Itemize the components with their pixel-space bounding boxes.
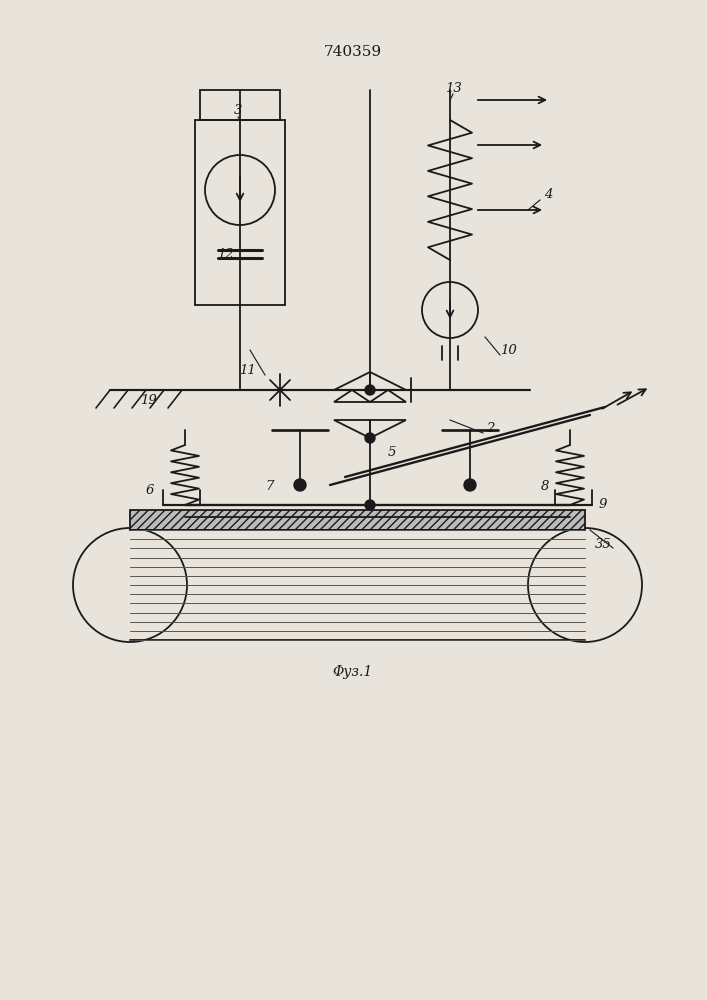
Text: 13: 13	[445, 82, 462, 95]
Circle shape	[365, 433, 375, 443]
Text: 12: 12	[216, 248, 233, 261]
Text: 5: 5	[388, 446, 396, 458]
Text: 740359: 740359	[324, 45, 382, 59]
Text: 7: 7	[266, 481, 274, 493]
Text: Φуз.1: Φуз.1	[333, 665, 373, 679]
Text: 2: 2	[486, 422, 494, 434]
Text: 11: 11	[239, 363, 255, 376]
Circle shape	[464, 479, 476, 491]
Circle shape	[365, 385, 375, 395]
Text: 4: 4	[544, 188, 552, 202]
Text: 10: 10	[500, 344, 516, 357]
Bar	[130, 510, 585, 530]
Text: 19: 19	[139, 393, 156, 406]
Circle shape	[365, 500, 375, 510]
Text: 3: 3	[234, 104, 243, 116]
Text: 9: 9	[599, 498, 607, 512]
Text: 35: 35	[595, 538, 612, 552]
Circle shape	[294, 479, 306, 491]
Bar	[200, 90, 280, 120]
Text: 6: 6	[146, 484, 154, 496]
Text: 8: 8	[541, 481, 549, 493]
